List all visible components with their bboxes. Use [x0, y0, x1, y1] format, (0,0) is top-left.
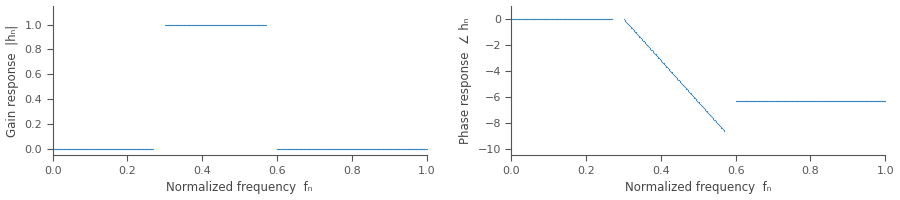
Y-axis label: Gain response  |hₙ|: Gain response |hₙ| — [6, 24, 19, 137]
Y-axis label: Phase response  ∠ hₙ: Phase response ∠ hₙ — [459, 17, 472, 144]
X-axis label: Normalized frequency  fₙ: Normalized frequency fₙ — [626, 181, 771, 194]
X-axis label: Normalized frequency  fₙ: Normalized frequency fₙ — [166, 181, 313, 194]
